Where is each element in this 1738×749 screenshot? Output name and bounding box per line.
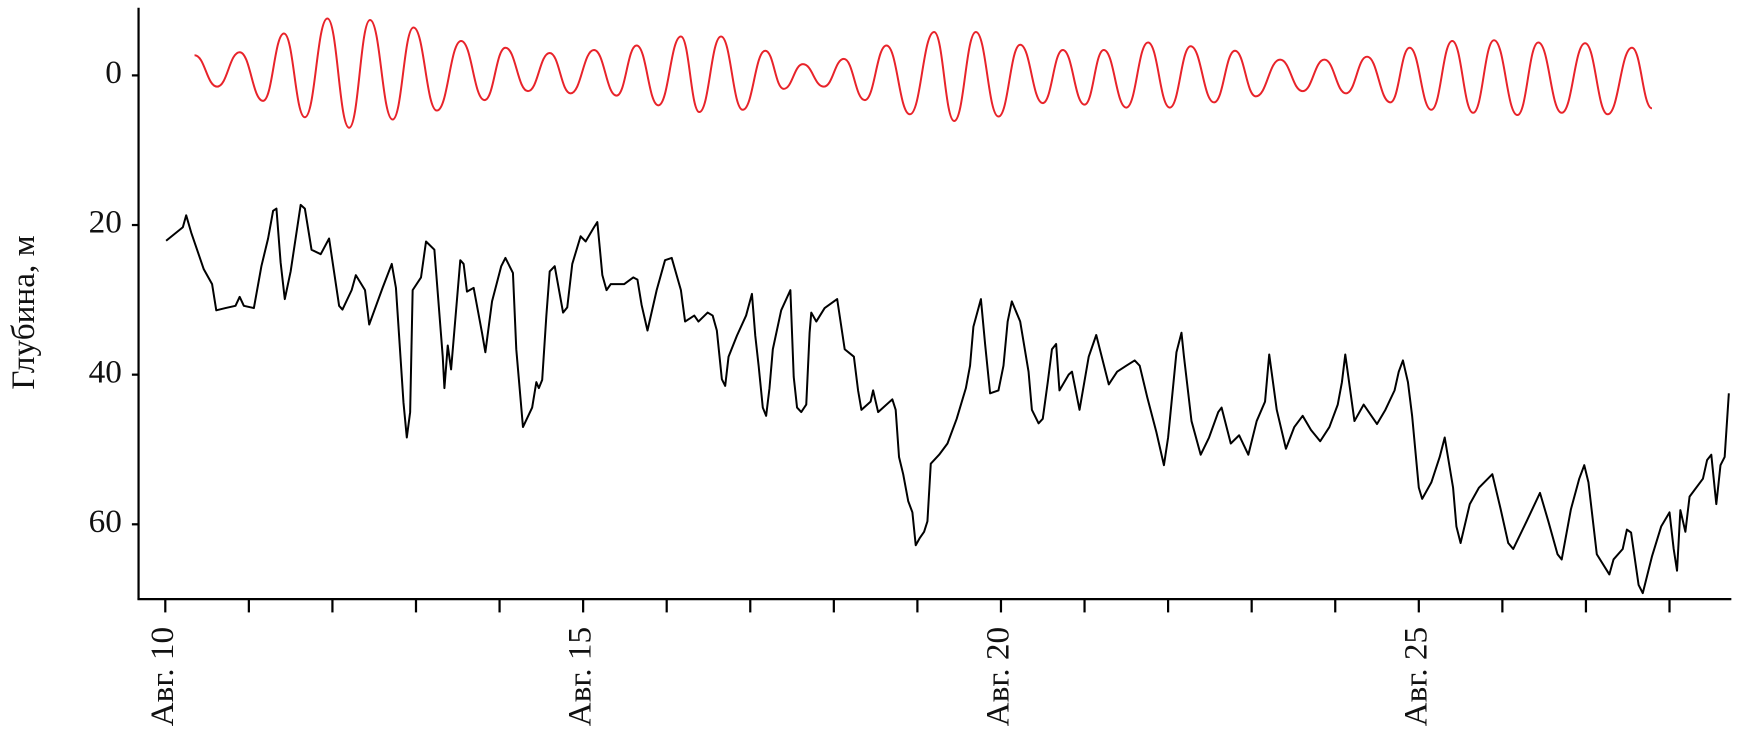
y-tick-label: 40 [89,353,122,390]
x-tick-label: Авг. 10 [144,627,181,726]
series-line [194,17,1653,129]
x-tick-label: Авг. 20 [980,627,1017,726]
y-tick-label: 0 [105,54,122,91]
y-axis-label: Глубина, м [5,235,42,389]
y-tick-label: 60 [89,503,122,540]
series-line [165,203,1730,595]
x-tick-label: Авг. 25 [1397,627,1434,726]
y-tick-label: 20 [89,204,122,241]
x-tick-label: Авг. 15 [562,627,599,726]
